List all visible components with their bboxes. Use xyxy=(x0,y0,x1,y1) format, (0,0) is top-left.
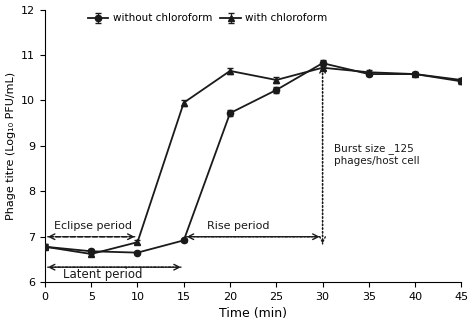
X-axis label: Time (min): Time (min) xyxy=(219,307,287,320)
Legend: without chloroform, with chloroform: without chloroform, with chloroform xyxy=(83,9,332,28)
Text: Eclipse period: Eclipse period xyxy=(54,221,132,230)
Y-axis label: Phage titre (Log₁₀ PFU/mL): Phage titre (Log₁₀ PFU/mL) xyxy=(6,72,16,220)
Text: Burst size _125
phages/host cell: Burst size _125 phages/host cell xyxy=(334,143,419,166)
Text: Latent period: Latent period xyxy=(64,268,143,281)
Text: Rise period: Rise period xyxy=(207,221,269,230)
